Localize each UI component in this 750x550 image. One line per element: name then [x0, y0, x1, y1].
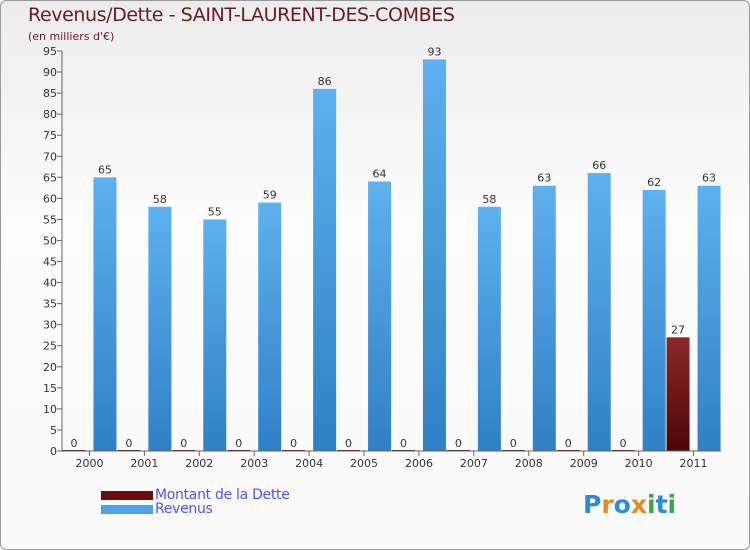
x-tick-label: 2005 — [350, 457, 378, 470]
x-tick-label: 2006 — [405, 457, 433, 470]
data-label-dette: 0 — [510, 437, 517, 450]
logo-letter: o — [613, 490, 631, 519]
bar-revenus — [93, 177, 117, 451]
y-tick-label: 90 — [43, 66, 57, 79]
logo-letter: x — [630, 490, 647, 519]
bar-revenus — [148, 206, 172, 451]
bar-revenus — [642, 189, 666, 451]
chart-subtitle: (en milliers d'€) — [28, 30, 115, 43]
y-tick-label: 45 — [43, 256, 57, 269]
y-tick-label: 95 — [43, 45, 57, 58]
x-tick-label: 2011 — [680, 457, 708, 470]
bar-dette — [666, 337, 690, 451]
y-tick-label: 0 — [50, 445, 57, 458]
y-tick-label: 75 — [43, 129, 57, 142]
data-label-revenus: 62 — [647, 176, 661, 189]
x-tick-label: 2003 — [240, 457, 268, 470]
bar-revenus — [203, 219, 227, 451]
x-tick-label: 2008 — [515, 457, 543, 470]
bar-revenus — [368, 181, 392, 452]
y-tick-label: 70 — [43, 150, 57, 163]
data-label-revenus: 93 — [427, 45, 441, 58]
data-label-dette: 0 — [455, 437, 462, 450]
bar-revenus — [697, 185, 721, 451]
y-tick-label: 80 — [43, 108, 57, 121]
data-label-dette: 0 — [180, 437, 187, 450]
y-tick-label: 5 — [50, 424, 57, 437]
legend-label-revenus: Revenus — [155, 501, 213, 517]
bar-revenus — [477, 206, 501, 451]
logo-letter: t — [655, 490, 668, 519]
x-tick-label: 2007 — [460, 457, 488, 470]
chart-title: Revenus/Dette - SAINT-LAURENT-DES-COMBES — [28, 4, 455, 26]
x-tick-label: 2000 — [75, 457, 103, 470]
x-tick-label: 2009 — [570, 457, 598, 470]
y-tick-label: 85 — [43, 87, 57, 100]
x-tick-label: 2010 — [625, 457, 653, 470]
data-label-revenus: 64 — [373, 168, 387, 181]
data-label-dette: 0 — [235, 437, 242, 450]
y-tick-label: 20 — [43, 361, 57, 374]
data-label-revenus: 86 — [318, 75, 332, 88]
proxiti-logo: Proxiti — [583, 490, 676, 519]
legend-label-dette: Montant de la Dette — [155, 487, 290, 503]
data-label-revenus: 58 — [482, 193, 496, 206]
data-label-revenus: 66 — [592, 159, 606, 172]
bar-revenus — [532, 185, 556, 451]
y-tick-label: 10 — [43, 403, 57, 416]
y-tick-label: 65 — [43, 171, 57, 184]
data-label-dette: 0 — [125, 437, 132, 450]
bar-revenus — [258, 202, 282, 451]
y-tick-label: 40 — [43, 277, 57, 290]
bar-revenus — [313, 88, 337, 451]
logo-letter: i — [647, 490, 656, 519]
data-label-dette: 0 — [620, 437, 627, 450]
x-tick-label: 2004 — [295, 457, 323, 470]
bar-revenus — [422, 59, 446, 451]
logo-letter: P — [583, 490, 602, 519]
y-tick-label: 55 — [43, 213, 57, 226]
data-label-dette: 0 — [400, 437, 407, 450]
data-label-revenus: 55 — [208, 205, 222, 218]
data-label-revenus: 63 — [702, 172, 716, 185]
data-label-revenus: 58 — [153, 193, 167, 206]
y-tick-label: 50 — [43, 234, 57, 247]
legend-swatch-dette — [101, 491, 153, 500]
logo-letter: i — [667, 490, 677, 519]
data-label-dette: 0 — [70, 437, 77, 450]
data-label-revenus: 65 — [98, 163, 112, 176]
data-label-dette: 0 — [345, 437, 352, 450]
x-tick-label: 2002 — [185, 457, 213, 470]
data-label-dette: 27 — [671, 323, 685, 336]
y-tick-label: 35 — [43, 298, 57, 311]
y-tick-label: 15 — [43, 382, 57, 395]
y-tick-label: 30 — [43, 319, 57, 332]
y-tick-label: 60 — [43, 192, 57, 205]
data-label-dette: 0 — [290, 437, 297, 450]
x-tick-label: 2001 — [130, 457, 158, 470]
data-label-revenus: 63 — [537, 172, 551, 185]
data-label-dette: 0 — [565, 437, 572, 450]
bar-revenus — [587, 173, 611, 451]
data-label-revenus: 59 — [263, 189, 277, 202]
logo-letter: r — [601, 490, 614, 519]
y-tick-label: 25 — [43, 340, 57, 353]
legend-swatch-revenus — [101, 505, 153, 514]
